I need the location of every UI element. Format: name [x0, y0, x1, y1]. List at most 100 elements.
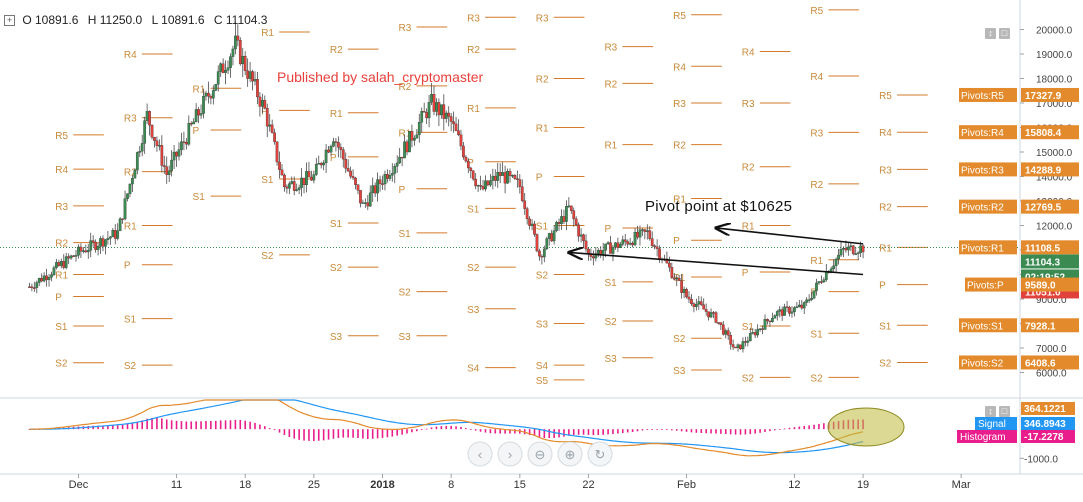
nav-button-icon: › — [508, 447, 512, 462]
histogram-bar — [823, 423, 825, 430]
price-label: Pivots:R3 14288.9 — [959, 162, 1079, 177]
collapse-icon[interactable]: + — [4, 15, 15, 26]
histogram-bar — [200, 421, 202, 430]
price-axis: 20000.019000.018000.017000.016000.015000… — [959, 26, 1079, 465]
histogram-bar — [141, 420, 144, 430]
candle-body — [506, 171, 509, 184]
price-tag — [1021, 125, 1079, 140]
candle — [175, 151, 178, 167]
macd-value-tag — [1021, 417, 1075, 430]
candle-body — [74, 255, 78, 257]
restore-macd-icon[interactable]: □ — [999, 406, 1010, 417]
candle-body — [425, 112, 428, 119]
candle — [349, 166, 352, 179]
histogram-bar — [509, 429, 511, 434]
candle-body — [712, 312, 715, 314]
nav-button[interactable] — [467, 441, 493, 467]
pivot-label: P — [536, 173, 543, 184]
candle — [324, 144, 328, 174]
candle — [182, 131, 186, 151]
candle — [729, 331, 733, 350]
histogram-bar — [327, 429, 330, 440]
candle-body — [413, 138, 416, 141]
pivot-label: R1 — [124, 222, 137, 233]
candle-body — [538, 250, 541, 257]
candle-body — [339, 147, 343, 150]
candle — [72, 255, 75, 257]
candle — [310, 170, 313, 181]
candle-body — [444, 112, 448, 119]
price-tick-label: 15000.0 — [1036, 148, 1073, 159]
candle — [670, 262, 674, 279]
candle-body — [133, 169, 137, 179]
candle-body — [748, 333, 752, 342]
candle-body — [69, 255, 73, 259]
candle — [493, 169, 497, 187]
candle-body — [758, 328, 762, 330]
nav-button[interactable] — [497, 441, 523, 467]
candle-body — [317, 163, 321, 165]
restore-pane-icon[interactable]: □ — [999, 28, 1010, 39]
candle — [557, 218, 561, 231]
candle — [628, 237, 632, 246]
candle-body — [229, 56, 232, 68]
candle-body — [582, 234, 585, 242]
histogram-bar — [651, 429, 654, 430]
candle — [248, 61, 252, 83]
candle — [305, 162, 308, 193]
candle-body — [638, 229, 642, 238]
time-tick-label: 18 — [239, 479, 251, 491]
candle — [665, 251, 669, 264]
pivot-label: P — [742, 268, 749, 279]
histogram-bar — [749, 429, 752, 435]
candle — [332, 137, 335, 148]
candle-body — [820, 281, 823, 283]
candle — [788, 305, 791, 317]
nav-button[interactable] — [557, 441, 583, 467]
candle-body — [449, 116, 453, 122]
candle — [386, 169, 389, 183]
pivot-label: R2 — [124, 168, 137, 179]
histogram-bar — [465, 428, 467, 430]
price-tick-label: 6000.0 — [1036, 369, 1067, 380]
candle-body — [481, 186, 485, 190]
candle-body — [579, 234, 583, 237]
candle-body — [209, 96, 213, 99]
nav-button[interactable] — [587, 441, 613, 467]
candle — [562, 209, 566, 225]
pivot-label: R2 — [536, 75, 549, 86]
pivot-label: R1 — [55, 271, 68, 282]
candle — [177, 142, 181, 161]
candle-body — [214, 84, 218, 91]
candle — [761, 325, 764, 335]
candle — [771, 312, 774, 323]
maximize-pane-icon[interactable]: ↕ — [985, 28, 996, 39]
candle-body — [665, 258, 669, 264]
candle — [79, 243, 83, 259]
candle — [714, 311, 718, 324]
candle-body — [221, 63, 225, 73]
candle — [366, 195, 370, 211]
candle — [601, 242, 605, 261]
candle-body — [795, 306, 799, 308]
candle — [199, 104, 203, 119]
candle — [94, 239, 97, 253]
candle — [805, 297, 809, 306]
histogram-bar — [440, 426, 443, 430]
pivot-label: S1 — [193, 192, 206, 203]
candle — [327, 146, 330, 154]
pivot-label: S4 — [467, 364, 480, 375]
candle — [820, 275, 823, 284]
maximize-macd-icon[interactable]: ↕ — [985, 406, 996, 417]
pivot-label: P — [399, 185, 406, 196]
histogram-bar — [234, 419, 237, 430]
nav-button[interactable] — [527, 441, 553, 467]
pivot-tag-text: Pivots:P — [967, 281, 1004, 292]
histogram-bar — [205, 420, 207, 430]
candle-body — [270, 124, 274, 133]
candle — [778, 306, 782, 318]
navigation-buttons: ‹ › ⊖ ⊕ ↻ — [467, 441, 613, 467]
histogram-bar — [111, 425, 114, 430]
